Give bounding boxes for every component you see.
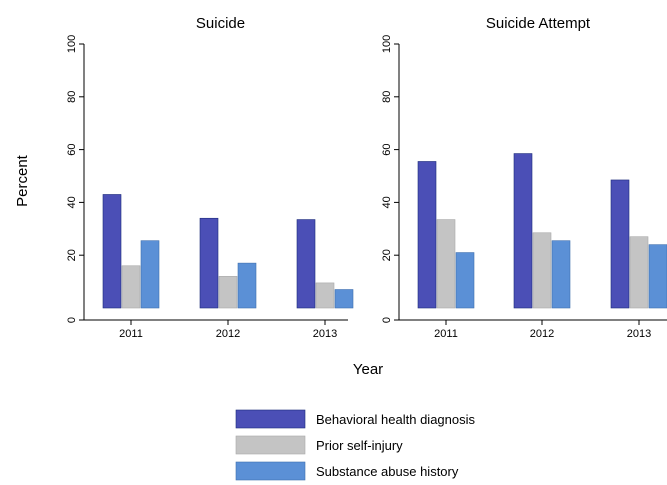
y-tick-label: 20 — [66, 249, 78, 261]
bar — [436, 219, 456, 309]
bar — [334, 289, 354, 309]
y-tick-label: 40 — [381, 196, 393, 208]
bar — [199, 217, 219, 309]
chart-panel: Suicide Attempt 0 20 40 60 80 100 2011 2012 2013 — [381, 15, 667, 340]
x-tick-label: 2012 — [216, 328, 240, 340]
legend-label: Substance abuse history — [316, 464, 459, 479]
bar — [551, 240, 571, 309]
legend-item: Prior self-injury — [235, 435, 403, 455]
y-tick-label: 100 — [66, 35, 78, 53]
y-tick-label: 100 — [381, 35, 393, 53]
bar — [610, 179, 630, 309]
x-tick-label: 2013 — [313, 328, 337, 340]
legend-label: Prior self-injury — [316, 438, 403, 453]
y-tick-label: 40 — [66, 196, 78, 208]
panel-title: Suicide — [196, 15, 245, 32]
legend-swatch — [235, 461, 306, 481]
bar — [102, 194, 122, 309]
bar — [629, 236, 649, 309]
bar — [417, 161, 437, 309]
x-tick-label: 2012 — [530, 328, 554, 340]
y-axis-label: Percent — [14, 154, 31, 207]
panel-title: Suicide Attempt — [486, 15, 591, 32]
y-tick-label: 60 — [66, 143, 78, 155]
bar — [648, 244, 667, 309]
bar — [237, 262, 257, 309]
x-tick-label: 2013 — [627, 328, 651, 340]
bar — [296, 219, 316, 309]
y-tick-label: 80 — [381, 91, 393, 103]
chart-panel: Suicide 0 20 40 60 80 100 2011 2012 2013 — [66, 15, 354, 340]
bar — [218, 276, 238, 309]
y-tick-label: 0 — [66, 317, 78, 323]
legend-item: Behavioral health diagnosis — [235, 409, 475, 429]
x-tick-label: 2011 — [434, 328, 458, 340]
legend-item: Substance abuse history — [235, 461, 459, 481]
legend-label: Behavioral health diagnosis — [316, 412, 475, 427]
legend-swatch — [235, 435, 306, 455]
x-tick-label: 2011 — [119, 328, 143, 340]
y-tick-label: 0 — [381, 317, 393, 323]
legend-swatch — [235, 409, 306, 429]
bar — [140, 240, 160, 309]
y-tick-label: 60 — [381, 143, 393, 155]
y-tick-label: 20 — [381, 249, 393, 261]
bar — [315, 282, 335, 309]
bar — [532, 232, 552, 309]
bar — [455, 252, 475, 309]
y-tick-label: 80 — [66, 91, 78, 103]
legend: Behavioral health diagnosis Prior self-in… — [235, 409, 475, 481]
bar — [513, 153, 533, 309]
bar — [121, 265, 141, 309]
x-axis-label: Year — [353, 361, 383, 378]
